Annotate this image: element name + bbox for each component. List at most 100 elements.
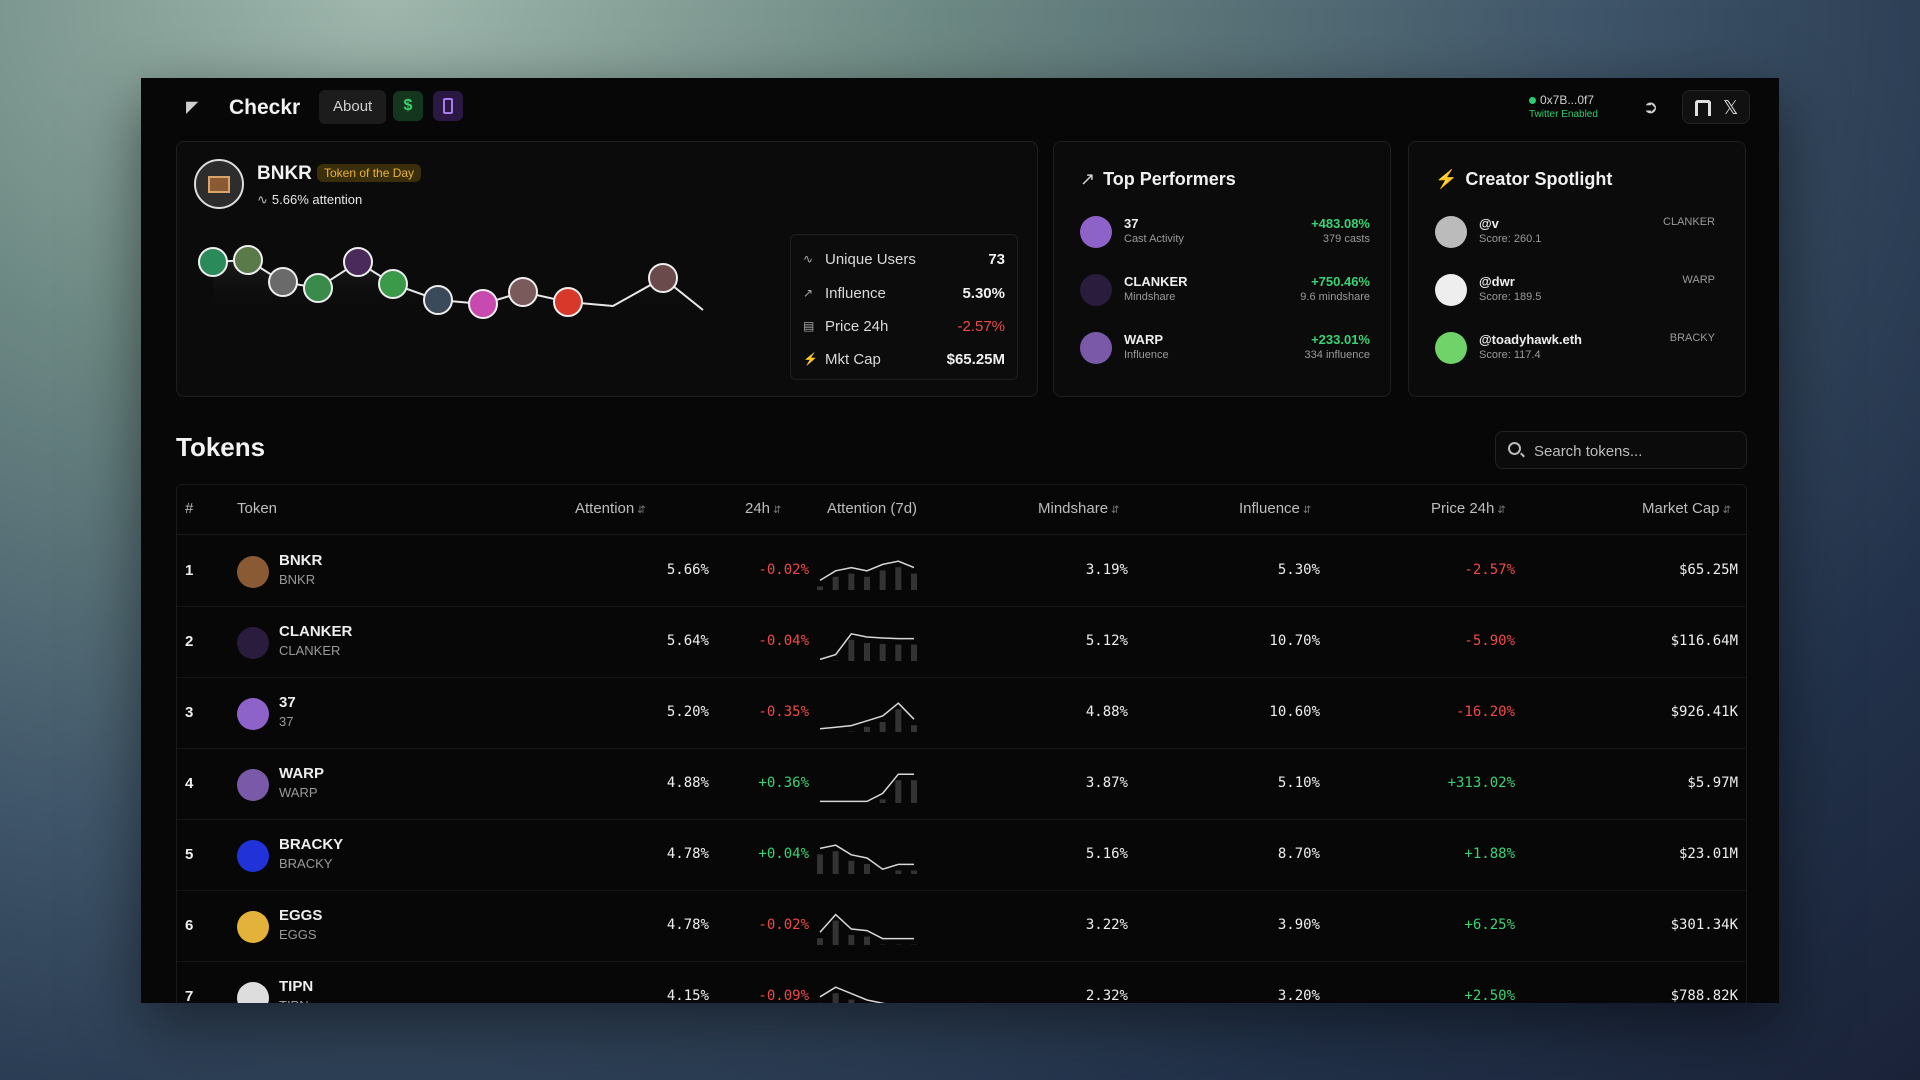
sparkline-bar: [911, 644, 917, 661]
sparkline-bar: [895, 709, 902, 732]
table-row[interactable]: 7 TIPN TIPN 4.15% -0.09% 2.32% 3.20% +2.50% $788…: [177, 962, 1746, 1003]
table-row[interactable]: 3 37 37 5.20% -0.35% 4.88% 10.60% -16.20% $926.4…: [177, 678, 1746, 749]
user-avatar[interactable]: [198, 247, 228, 277]
market-cap-value: $23.01M: [1678, 846, 1738, 862]
creator-avatar: [1435, 332, 1467, 364]
performer-name: CLANKER: [1124, 274, 1188, 289]
col-mindshare[interactable]: Mindshare ⇵: [1038, 500, 1119, 517]
col-price-24h[interactable]: Price 24h ⇵: [1431, 500, 1506, 517]
performer-row[interactable]: CLANKER Mindshare +750.46% 9.6 mindshare: [1080, 272, 1370, 312]
performer-metric: Cast Activity: [1124, 233, 1184, 245]
col-attention[interactable]: Attention ⇵: [575, 500, 646, 517]
sparkline-line: [819, 632, 914, 661]
search-input[interactable]: [1534, 440, 1734, 462]
stat-value: $65.25M: [946, 351, 1005, 368]
token-symbol: CLANKER: [279, 643, 341, 658]
influence-value: 3.20%: [1277, 988, 1320, 1003]
stat-value: -2.57%: [957, 318, 1005, 335]
creator-score: Score: 189.5: [1479, 291, 1542, 303]
performer-row[interactable]: 37 Cast Activity +483.08% 379 casts: [1080, 214, 1370, 254]
sparkline-bar: [817, 854, 823, 874]
wallet-status: Twitter Enabled: [1529, 109, 1598, 120]
about-button[interactable]: About: [319, 90, 387, 124]
user-avatar[interactable]: [648, 263, 678, 293]
col-24h[interactable]: 24h ⇵: [745, 500, 781, 517]
token-avatar: [1080, 332, 1112, 364]
top-performers-card: ↗ Top Performers 37 Cast Activity +483.08…: [1053, 141, 1391, 397]
card-title-text: Top Performers: [1103, 169, 1236, 189]
row-rank: 2: [185, 633, 194, 650]
attention-value: 4.88%: [666, 775, 709, 791]
user-avatar[interactable]: [468, 289, 498, 319]
token-avatar: [237, 911, 269, 943]
hero-attention-value: 5.66% attention: [271, 192, 363, 207]
sparkline-bar: [864, 576, 870, 590]
user-avatar[interactable]: [268, 267, 298, 297]
table-row[interactable]: 2 CLANKER CLANKER 5.64% -0.04% 5.12% 10.70% -5.…: [177, 607, 1746, 678]
user-avatar[interactable]: [423, 285, 453, 315]
sparkline-bar: [879, 643, 886, 661]
price-24h-value: +1.88%: [1464, 846, 1515, 862]
price-24h-value: -16.20%: [1455, 704, 1515, 720]
table-row[interactable]: 1 BNKR BNKR 5.66% -0.02% 3.19% 5.30% -2.57% $65.…: [177, 536, 1746, 607]
token-avatar: [1080, 274, 1112, 306]
user-avatar[interactable]: [378, 269, 408, 299]
market-cap-value: $65.25M: [1678, 562, 1738, 578]
sparkline-line: [819, 913, 914, 940]
change-24h-value: -0.09%: [758, 988, 809, 1003]
token-search[interactable]: [1495, 431, 1747, 469]
change-24h-value: -0.04%: [758, 633, 809, 649]
token-symbol: BNKR: [279, 572, 316, 587]
top-bar: ◤ Checkr About $ 0x7B...0f7 Twitter Enab…: [141, 78, 1779, 138]
attention-sparkline: [817, 913, 917, 945]
col-label: Mindshare: [1038, 500, 1109, 517]
user-avatar[interactable]: [553, 287, 583, 317]
influence-value: 5.10%: [1277, 775, 1320, 791]
stat-price-24h: ▤ Price 24h -2.57%: [791, 310, 1017, 344]
creator-row[interactable]: @v Score: 260.1 CLANKER: [1435, 214, 1725, 254]
sparkline-bar: [832, 576, 839, 590]
brand-title[interactable]: Checkr: [229, 96, 301, 119]
row-rank: 4: [185, 775, 194, 792]
user-avatar[interactable]: [233, 245, 263, 275]
sort-icon: ⇵: [1722, 505, 1731, 516]
logo-icon[interactable]: ◤: [186, 99, 199, 116]
logout-icon[interactable]: ➲: [1643, 97, 1659, 117]
token-symbol: 37: [279, 714, 294, 729]
user-avatar[interactable]: [508, 277, 538, 307]
sparkline-line: [819, 560, 915, 582]
app-window: ◤ Checkr About $ 0x7B...0f7 Twitter Enab…: [141, 78, 1779, 1003]
sparkline-bar: [864, 643, 870, 661]
dollar-button[interactable]: $: [393, 91, 423, 121]
mindshare-value: 2.32%: [1085, 988, 1128, 1003]
stat-label: Price 24h: [825, 318, 889, 335]
table-row[interactable]: 6 EGGS EGGS 4.78% -0.02% 3.22% 3.90% +6.25% $301…: [177, 891, 1746, 962]
mobile-button[interactable]: [433, 91, 463, 121]
wallet-info[interactable]: 0x7B...0f7 Twitter Enabled: [1529, 93, 1598, 120]
table-row[interactable]: 4 WARP WARP 4.88% +0.36% 3.87% 5.10% +313.02% $5…: [177, 749, 1746, 820]
hero-attention: ∿ 5.66% attention: [257, 192, 362, 208]
price-24h-value: +6.25%: [1464, 917, 1515, 933]
trending-up-icon: ↗: [1080, 169, 1096, 189]
user-avatars: [198, 245, 678, 319]
sparkline-bar: [864, 726, 870, 732]
performer-change: +233.01%: [1311, 332, 1370, 347]
user-avatar[interactable]: [343, 247, 373, 277]
performer-row[interactable]: WARP Influence +233.01% 334 influence: [1080, 330, 1370, 370]
table-row[interactable]: 5 BRACKY BRACKY 4.78% +0.04% 5.16% 8.70% +1.88%…: [177, 820, 1746, 891]
sparkline-bar: [832, 993, 839, 1003]
col-influence[interactable]: Influence ⇵: [1239, 500, 1311, 517]
col-market-cap[interactable]: Market Cap ⇵: [1642, 500, 1731, 517]
performer-name: WARP: [1124, 332, 1163, 347]
sparkline-line: [820, 773, 914, 803]
sort-icon: ⇵: [637, 505, 646, 516]
token-symbol: BRACKY: [279, 856, 333, 871]
x-icon[interactable]: 𝕏: [1723, 98, 1739, 119]
creator-score: Score: 117.4: [1479, 349, 1541, 361]
attention-value: 5.20%: [666, 704, 709, 720]
user-avatar[interactable]: [303, 273, 333, 303]
creator-row[interactable]: @toadyhawk.eth Score: 117.4 BRACKY: [1435, 330, 1725, 370]
creator-row[interactable]: @dwr Score: 189.5 WARP: [1435, 272, 1725, 312]
token-avatar: [237, 769, 269, 801]
farcaster-icon[interactable]: [1695, 100, 1711, 116]
